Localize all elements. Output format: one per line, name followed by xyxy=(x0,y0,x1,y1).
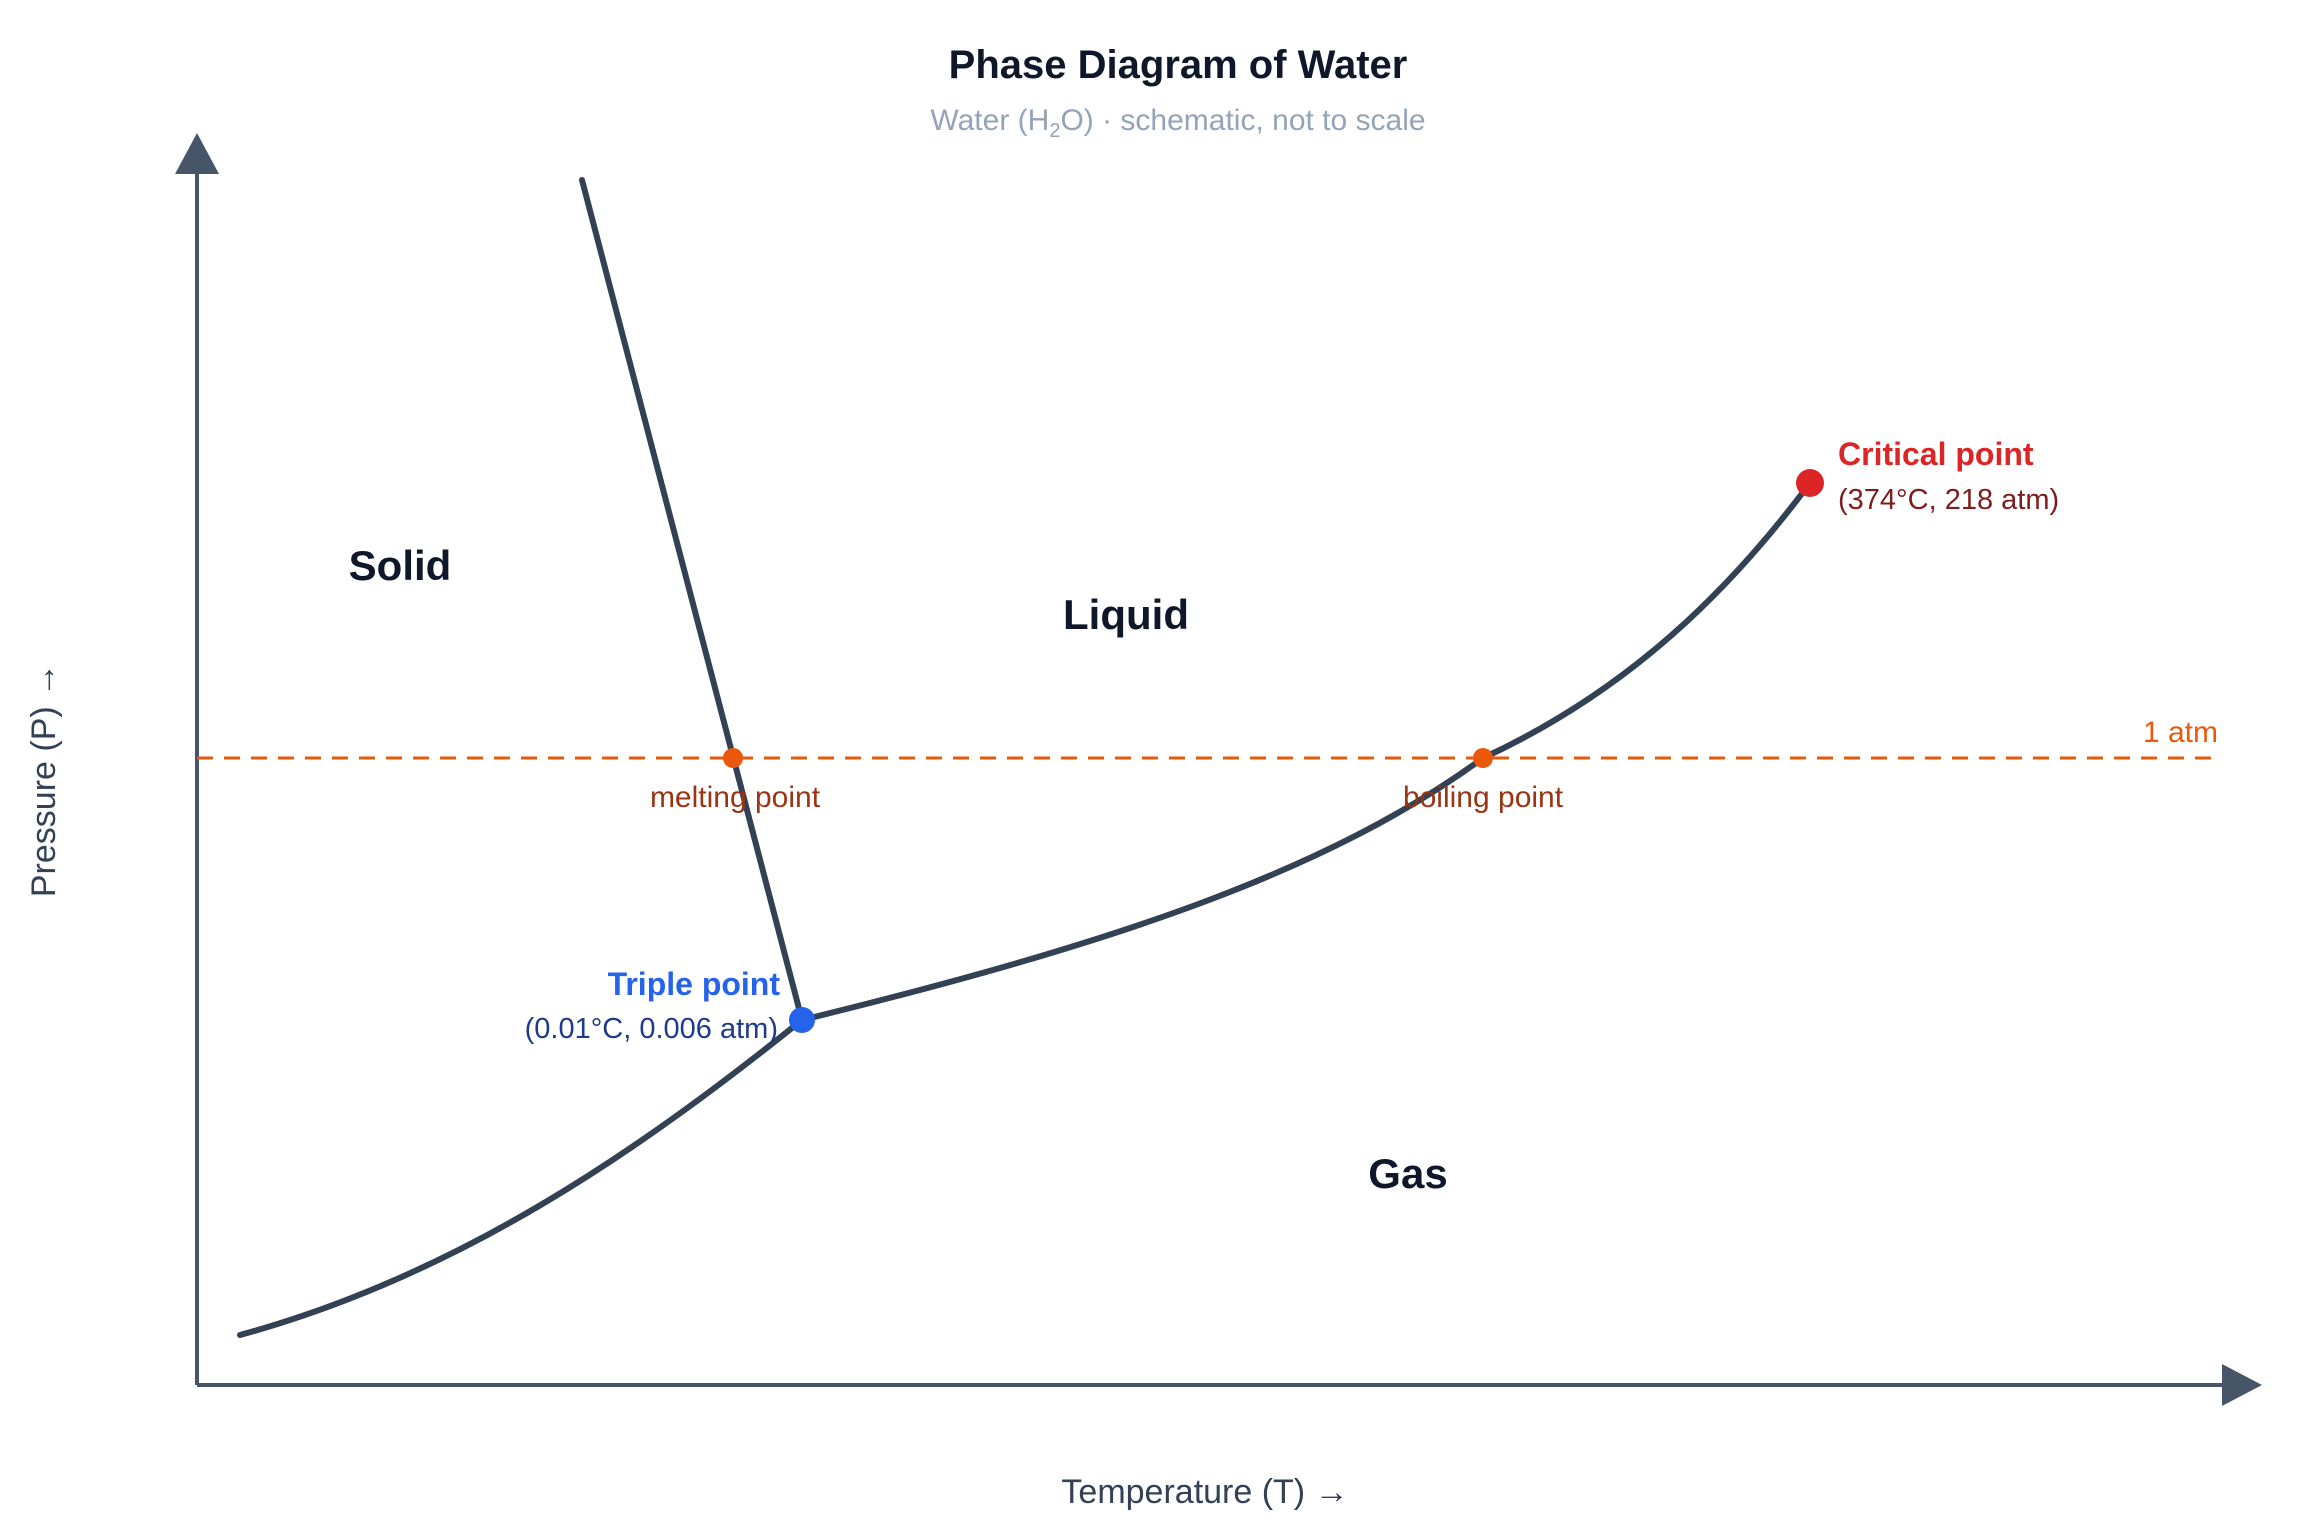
triple-point-title: Triple point xyxy=(608,966,781,1002)
axes xyxy=(195,168,2225,1387)
boiling-point-marker xyxy=(1473,748,1493,768)
fusion-curve xyxy=(579,177,805,1023)
melting-point-label: melting point xyxy=(650,781,821,814)
region-liquid-label: Liquid xyxy=(1063,591,1189,638)
one-atm-label: 1 atm xyxy=(2143,716,2218,749)
triple-point-marker xyxy=(789,1007,815,1033)
sublimation-curve xyxy=(237,1017,805,1338)
subtitle-suffix: O) · schematic, not to scale xyxy=(1060,104,1425,137)
subtitle-prefix: Water (H xyxy=(930,104,1049,137)
diagram-subtitle: Water (H2O) · schematic, not to scale xyxy=(930,104,1425,142)
boiling-point-label: boiling point xyxy=(1403,781,1564,814)
y-axis-label: Pressure (P) → xyxy=(25,663,63,897)
y-axis-arrowhead xyxy=(175,133,219,174)
critical-point-marker xyxy=(1796,469,1824,497)
melting-point-marker xyxy=(723,748,743,768)
vaporization-curve xyxy=(799,480,1813,1023)
region-solid-label: Solid xyxy=(349,542,452,589)
triple-point-coords: (0.01°C, 0.006 atm) xyxy=(525,1013,778,1045)
x-axis-label: Temperature (T) → xyxy=(1061,1473,1348,1511)
x-axis-arrowhead xyxy=(2222,1364,2262,1406)
phase-boundaries xyxy=(237,177,1813,1338)
diagram-title: Phase Diagram of Water xyxy=(949,43,1408,87)
critical-point-coords: (374°C, 218 atm) xyxy=(1838,484,2059,516)
region-gas-label: Gas xyxy=(1368,1150,1447,1197)
critical-point-title: Critical point xyxy=(1838,436,2034,472)
subtitle-subscript: 2 xyxy=(1049,120,1060,142)
